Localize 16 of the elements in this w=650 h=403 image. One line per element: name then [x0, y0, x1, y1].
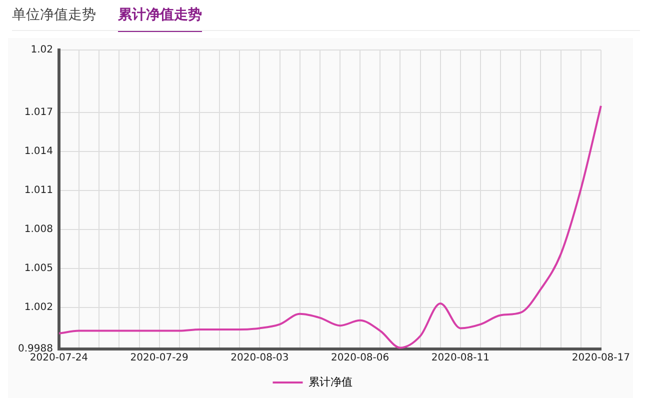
text: 单位净值走势 [12, 6, 96, 25]
x-tick-label: 2020-08-06 [331, 352, 390, 364]
x-tick-label: 2020-08-17 [572, 352, 630, 364]
y-tick-label: 1.017 [24, 106, 53, 118]
x-tick-label: 2020-07-29 [130, 352, 188, 364]
y-tick-label: 1.014 [24, 146, 53, 157]
x-tick-label: 2020-07-24 [30, 352, 88, 364]
y-tick-label: 1.011 [24, 184, 53, 196]
y-tick-label: 1.002 [24, 302, 53, 313]
y-tick-label: 1.02 [30, 44, 53, 56]
x-tick-label: 2020-08-11 [431, 352, 490, 364]
y-tick-label: 1.005 [24, 262, 53, 274]
legend-label: 累计净值 [308, 375, 352, 388]
chart-title: 累计净值走势 [118, 6, 202, 32]
y-tick-label: 1.008 [24, 224, 53, 235]
x-tick-label: 2020-08-03 [230, 352, 289, 364]
